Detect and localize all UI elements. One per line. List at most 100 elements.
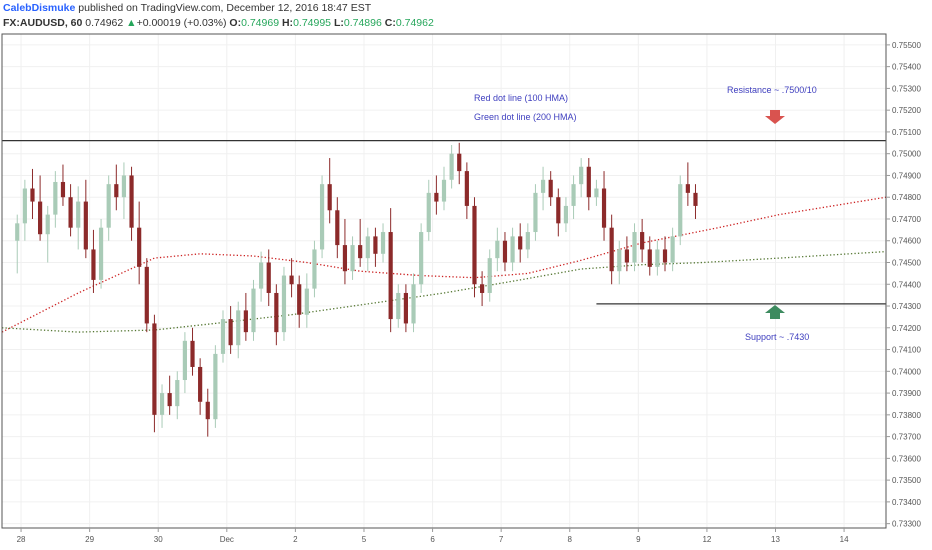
candle: [121, 162, 127, 219]
y-tick-label: 0.74900: [892, 171, 921, 180]
candle: [45, 205, 50, 263]
candle-body: [335, 210, 340, 246]
candle: [319, 175, 325, 259]
candle: [289, 258, 294, 298]
y-tick-label: 0.74300: [892, 302, 921, 311]
candle: [419, 223, 424, 293]
candle: [205, 388, 210, 437]
candle-body: [266, 262, 271, 293]
candle: [609, 214, 614, 285]
candle-body: [38, 201, 43, 235]
y-tick-label: 0.75000: [892, 150, 921, 159]
candle: [449, 144, 454, 189]
candle-body: [380, 232, 386, 254]
candle: [540, 166, 546, 211]
candle-body: [662, 249, 668, 263]
low-label: L:: [333, 17, 344, 29]
plot-border: [1, 33, 887, 529]
y-tick-label: 0.73700: [892, 433, 921, 442]
candle-body: [647, 249, 652, 267]
candle: [68, 184, 73, 237]
candle-body: [502, 240, 508, 263]
candle: [335, 197, 340, 259]
horizontal-levels[interactable]: [2, 140, 886, 305]
y-tick-label: 0.74600: [892, 237, 921, 246]
support-note: Support ~ .7430: [745, 332, 809, 342]
candle-body: [441, 179, 447, 202]
open-label: O:: [229, 17, 242, 29]
candle-body: [571, 184, 576, 206]
x-tick-label: 8: [568, 535, 573, 544]
candle: [502, 232, 508, 272]
candle-body: [594, 188, 599, 198]
y-tick-label: 0.74200: [892, 324, 921, 333]
candle-body: [540, 179, 546, 193]
symbol-label[interactable]: FX:AUDUSD, 60: [3, 17, 83, 29]
candle-body: [152, 323, 157, 415]
candle-body: [297, 284, 302, 315]
candle-body: [68, 197, 73, 228]
candle: [510, 227, 515, 272]
candle: [22, 179, 27, 241]
candle-body: [190, 340, 195, 367]
candle: [434, 175, 439, 215]
candle: [144, 258, 149, 333]
candle-body: [495, 240, 500, 259]
high-value: 0.74995: [293, 17, 332, 29]
candle-body: [350, 245, 355, 272]
candle-body: [670, 236, 675, 263]
close-label: C:: [384, 17, 396, 29]
candle-body: [91, 249, 96, 280]
candle-body: [319, 184, 325, 250]
author-link[interactable]: CalebDismuke: [3, 2, 76, 14]
publish-info: CalebDismuke published on TradingView.co…: [3, 2, 371, 15]
candle-body: [274, 292, 279, 333]
price-axis[interactable]: 0.75500 0.75400 0.75300 0.75200 0.75100 0.750…: [886, 41, 921, 529]
candle-body: [609, 227, 614, 272]
candle: [373, 227, 378, 267]
y-tick-label: 0.74100: [892, 346, 921, 355]
x-tick-label: 13: [771, 535, 780, 544]
candle: [297, 275, 302, 328]
candle: [601, 171, 607, 241]
candle-body: [228, 319, 233, 346]
candle-body: [640, 232, 645, 250]
candle: [342, 218, 348, 285]
grid: [2, 34, 886, 528]
candle-body: [289, 275, 294, 285]
x-tick-label: 14: [840, 535, 849, 544]
candle-body: [548, 179, 553, 198]
high-label: H:: [281, 17, 294, 29]
candle: [571, 175, 576, 219]
candle: [472, 197, 477, 298]
y-tick-label: 0.75100: [892, 128, 921, 137]
candle-body: [617, 249, 622, 272]
candle: [579, 158, 584, 198]
candle-body: [518, 236, 523, 250]
candle: [281, 266, 287, 341]
candle: [403, 284, 408, 333]
candle-body: [342, 245, 348, 272]
candle: [563, 197, 569, 233]
candle-body: [480, 284, 485, 293]
candle: [60, 164, 66, 206]
candle-body: [83, 201, 88, 250]
time-axis[interactable]: 28 29 30 Dec 2 5 6 7 8 9 12 13 14: [17, 528, 849, 544]
x-tick-label: 29: [85, 535, 94, 544]
candle-body: [685, 184, 690, 193]
candle-body: [121, 175, 127, 198]
candlesticks: [15, 142, 698, 437]
candle-body: [464, 171, 469, 206]
candle-body: [365, 236, 370, 259]
candle-body: [106, 184, 111, 228]
candle-body: [556, 197, 561, 224]
candle: [91, 229, 96, 293]
candle: [76, 186, 81, 250]
candle-body: [182, 340, 187, 381]
y-tick-label: 0.73500: [892, 476, 921, 485]
candle: [266, 249, 271, 307]
candle: [83, 179, 88, 259]
candle-body: [510, 236, 515, 263]
candle-body: [533, 192, 538, 233]
